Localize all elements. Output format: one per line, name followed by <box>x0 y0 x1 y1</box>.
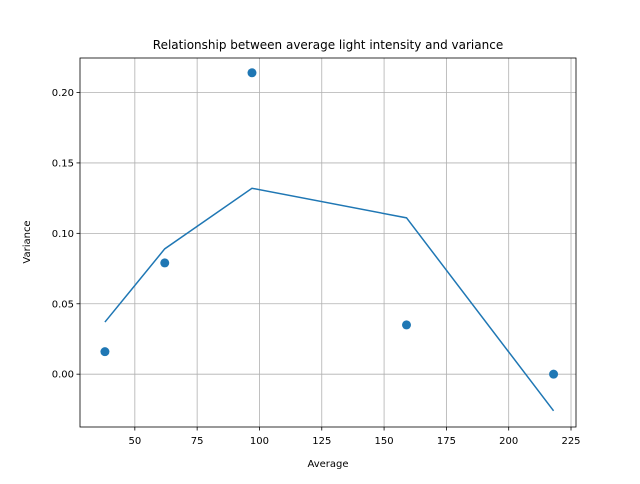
scatter-point <box>247 68 257 78</box>
x-tick: 100 <box>250 427 269 447</box>
y-tick-label: 0.15 <box>52 158 74 169</box>
x-tick: 75 <box>191 427 204 447</box>
grid <box>80 58 576 427</box>
x-tick-label: 75 <box>191 436 204 447</box>
y-ticks: 0.00 0.05 0.10 0.15 0.20 <box>52 88 80 381</box>
x-tick-label: 175 <box>437 436 456 447</box>
y-tick-label: 0.20 <box>52 88 74 99</box>
y-tick: 0.05 <box>52 299 80 310</box>
plot-frame <box>79 57 577 428</box>
y-axis-label: Variance <box>22 220 33 263</box>
x-tick-label: 150 <box>375 436 394 447</box>
x-tick-label: 200 <box>499 436 518 447</box>
chart-title: Relationship between average light inten… <box>153 38 503 52</box>
x-tick: 175 <box>437 427 456 447</box>
scatter-point <box>402 320 412 330</box>
y-tick: 0.10 <box>52 229 80 240</box>
fit-line <box>104 187 555 412</box>
fit-line-group <box>104 187 555 412</box>
x-tick: 225 <box>561 427 581 447</box>
y-tick-label: 0.10 <box>52 229 74 240</box>
scatter-point <box>160 258 170 268</box>
x-tick-label: 225 <box>561 436 580 447</box>
x-tick: 200 <box>499 427 518 447</box>
y-tick-label: 0.00 <box>52 370 74 381</box>
y-tick-label: 0.05 <box>52 299 74 310</box>
x-tick: 125 <box>312 427 331 447</box>
x-tick-label: 100 <box>250 436 269 447</box>
x-tick: 50 <box>128 427 141 447</box>
scatter-point <box>100 347 110 357</box>
x-ticks: 50 75 100 125 150 175 200 225 <box>128 427 581 447</box>
x-axis-label: Average <box>307 459 348 470</box>
y-tick: 0.00 <box>52 370 80 381</box>
x-tick-label: 50 <box>128 436 141 447</box>
y-tick: 0.15 <box>52 158 80 169</box>
y-tick: 0.20 <box>52 88 80 99</box>
x-tick: 150 <box>375 427 394 447</box>
x-tick-label: 125 <box>312 436 331 447</box>
scatter-point <box>549 369 559 379</box>
scatter-points <box>100 68 559 379</box>
